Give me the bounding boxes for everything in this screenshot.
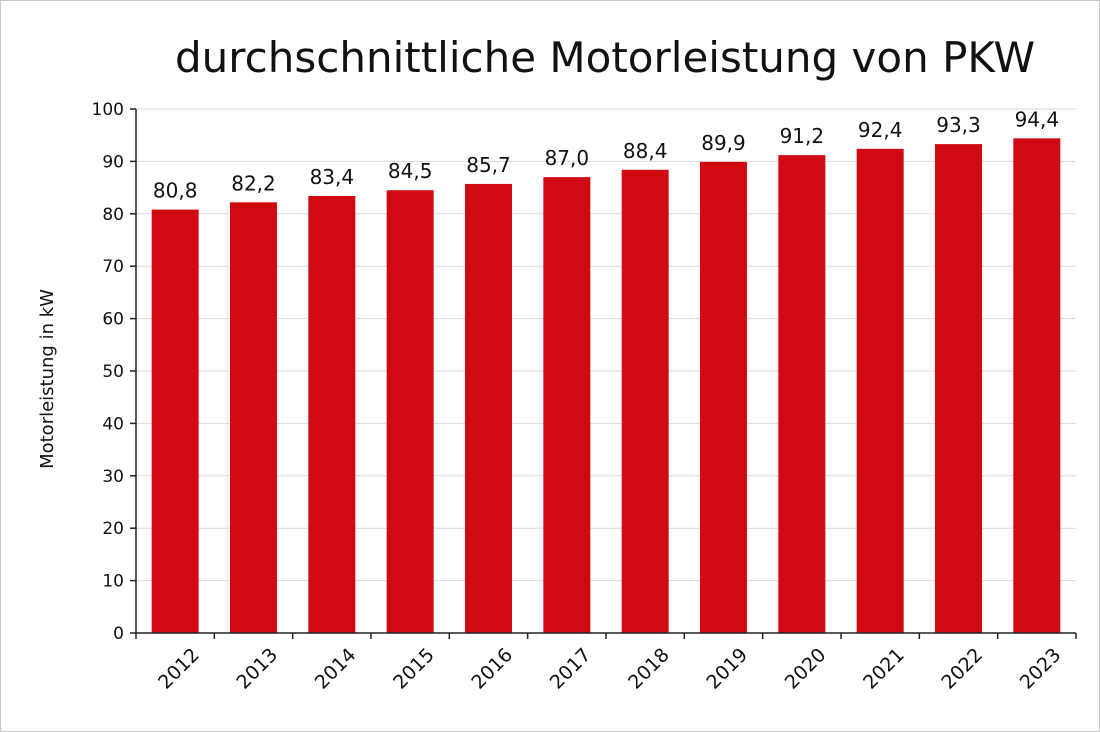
data-label: 88,4 <box>623 139 668 163</box>
y-tick-label: 70 <box>102 257 124 277</box>
x-tick-label: 2012 <box>154 644 204 694</box>
bar <box>308 195 356 633</box>
y-tick-label: 100 <box>92 100 124 120</box>
x-tick-label: 2013 <box>232 644 282 694</box>
bar <box>386 190 434 633</box>
y-tick-label: 20 <box>102 519 124 539</box>
bar <box>230 202 277 633</box>
x-tick-label: 2014 <box>311 644 361 694</box>
bar <box>1013 138 1061 633</box>
y-tick-label: 50 <box>102 362 124 382</box>
x-tick-label: 2018 <box>624 644 674 694</box>
bar <box>151 209 199 633</box>
data-label: 82,2 <box>231 171 276 195</box>
y-tick-label: 90 <box>102 152 124 172</box>
data-label: 85,7 <box>466 153 511 177</box>
bar <box>465 183 512 633</box>
x-tick-label: 2016 <box>467 644 517 694</box>
y-tick-label: 10 <box>102 572 124 592</box>
bar <box>935 144 982 633</box>
bar <box>543 177 591 633</box>
x-tick-label: 2022 <box>937 644 987 694</box>
data-label: 80,8 <box>153 179 198 203</box>
data-label: 87,0 <box>545 146 590 170</box>
x-tick-label: 2020 <box>781 644 831 694</box>
chart-title: durchschnittliche Motorleistung von PKW <box>175 33 1035 82</box>
x-tick-label: 2015 <box>389 644 439 694</box>
y-tick-label: 0 <box>113 624 124 644</box>
data-label: 89,9 <box>701 131 746 155</box>
data-label: 93,3 <box>936 113 981 137</box>
data-label: 91,2 <box>780 124 825 148</box>
data-label: 83,4 <box>310 165 355 189</box>
x-tick-label: 2017 <box>546 644 596 694</box>
x-tick-label: 2023 <box>1016 644 1066 694</box>
data-label: 94,4 <box>1015 107 1060 131</box>
data-label: 84,5 <box>388 159 433 183</box>
bar <box>700 161 747 633</box>
y-tick-label: 80 <box>102 205 124 225</box>
x-tick-label: 2019 <box>702 644 752 694</box>
y-tick-label: 40 <box>102 414 124 434</box>
y-tick-label: 30 <box>102 467 124 487</box>
y-axis-title: Motorleistung in kW <box>37 289 58 469</box>
x-tick-label: 2021 <box>859 644 909 694</box>
y-tick-label: 60 <box>102 310 124 330</box>
bar <box>856 148 904 633</box>
bar <box>621 169 669 633</box>
bar <box>778 155 826 633</box>
data-label: 92,4 <box>858 118 903 142</box>
